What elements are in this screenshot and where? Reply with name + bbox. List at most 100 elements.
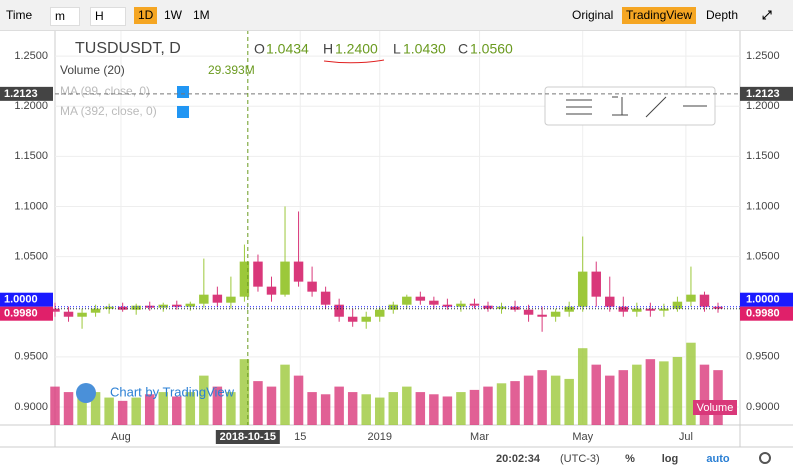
candle-body: [158, 304, 168, 308]
price-tag-bg: [0, 292, 53, 307]
tool-range[interactable]: [612, 96, 628, 116]
interval-h[interactable]: H: [90, 7, 126, 26]
y-tick-label: 0.9500: [14, 351, 48, 363]
candle-body: [104, 306, 114, 309]
candle-body: [699, 294, 710, 307]
toolbar: Time m H 1D 1W 1M Original TradingView D…: [0, 0, 793, 31]
candle-body: [659, 308, 669, 311]
volume-bar: [104, 397, 114, 425]
x-tick-label: Jul: [679, 431, 693, 443]
candle-body: [564, 306, 574, 312]
symbol: TUSDUSDT, D: [75, 40, 181, 57]
candle-body: [591, 271, 601, 297]
volume-bar: [172, 396, 182, 425]
candle-body: [686, 294, 696, 302]
volume-bar: [117, 400, 128, 425]
x-tick-label: Aug: [111, 431, 131, 443]
volume-bar: [199, 375, 209, 425]
view-depth[interactable]: Depth: [706, 8, 739, 22]
volume-bar: [226, 392, 236, 425]
volume-bar: [90, 392, 101, 425]
y-tick-label: 1.1500: [746, 150, 780, 162]
price-tag: 0.9980: [4, 308, 38, 320]
candle-body: [550, 311, 561, 317]
x-tick-label: Mar: [470, 431, 489, 443]
candle-body: [632, 308, 642, 312]
volume-bar: [212, 386, 223, 425]
interval-1d[interactable]: 1D: [134, 7, 158, 24]
y-tick-label: 1.1500: [14, 150, 48, 162]
volume-bar: [239, 359, 250, 425]
volume-bar: [280, 364, 290, 425]
volume-bar: [307, 392, 317, 425]
status-log[interactable]: log: [662, 453, 679, 465]
candle-body: [131, 305, 141, 310]
volume-bar: [429, 394, 439, 425]
status-percent[interactable]: %: [625, 453, 635, 465]
candle-body: [442, 304, 453, 307]
volume-bar: [645, 359, 656, 425]
eye-icon[interactable]: [177, 86, 189, 98]
price-tag-bg: [740, 306, 793, 321]
y-tick-label: 1.2500: [14, 50, 48, 62]
candle-body: [402, 296, 412, 305]
tool-trend[interactable]: [645, 96, 667, 118]
watermark[interactable]: Chart by TradingView: [110, 384, 235, 399]
eye-icon[interactable]: [177, 106, 189, 118]
candle-body: [347, 316, 358, 322]
volume-bar: [659, 361, 669, 425]
volume-bar: [361, 394, 371, 425]
ohlc-legend: O 1.0434 H 1.2400 L 1.0430 C 1.0560 Volu…: [60, 41, 513, 118]
draw-tools[interactable]: [544, 86, 716, 126]
volume-value: 29.393M: [208, 63, 255, 77]
volume-bar: [388, 392, 399, 425]
candle-body: [672, 301, 683, 309]
volume-bar: [63, 392, 74, 425]
h-key: H: [323, 41, 333, 57]
candle-body: [212, 294, 223, 303]
candle-body: [605, 296, 615, 307]
volume-bar: [347, 392, 358, 425]
price-tag-bg: [740, 292, 793, 307]
tool-lines[interactable]: [566, 99, 592, 115]
c-key: C: [458, 41, 468, 57]
tv-logo[interactable]: [76, 383, 96, 403]
interval-m[interactable]: m: [50, 7, 80, 26]
o-value: 1.0434: [266, 41, 309, 57]
y-tick-label: 1.1000: [14, 200, 48, 212]
status-time: 20:02:34: [496, 453, 541, 465]
x-tick-label: 2019: [367, 431, 391, 443]
candle-body: [239, 261, 250, 297]
view-original[interactable]: Original: [572, 8, 614, 22]
o-key: O: [254, 41, 265, 57]
candle-body: [429, 300, 439, 305]
interval-1m[interactable]: 1M: [193, 8, 210, 22]
volume-bar: [375, 397, 385, 425]
price-tag-bg: [740, 86, 793, 101]
volume-tag: Volume: [697, 402, 734, 414]
fullscreen[interactable]: ⤢: [762, 8, 772, 22]
candle-body: [280, 261, 290, 295]
volume-bar: [523, 375, 534, 425]
price-tag: 1.2123: [746, 88, 780, 100]
crosshair-date: 2018-10-15: [220, 431, 276, 443]
interval-1w[interactable]: 1W: [164, 8, 182, 22]
price-tag: 1.0000: [4, 294, 38, 306]
volume-bar: [77, 394, 87, 425]
price-tag: 1.2123: [4, 88, 38, 100]
candle-body: [50, 308, 60, 312]
tool-panel: [544, 86, 716, 126]
l-key: L: [393, 41, 401, 57]
candle-body: [226, 296, 236, 303]
settings-icon[interactable]: [759, 452, 771, 464]
ma-legend: MA (99, close, 0): [60, 84, 150, 98]
volume-bar: [158, 392, 168, 425]
status-auto[interactable]: auto: [706, 453, 730, 465]
price-tag: 0.9980: [746, 308, 780, 320]
price-tag-bg: [0, 306, 53, 321]
view-tradingview[interactable]: TradingView: [622, 7, 697, 24]
volume-bar: [469, 389, 480, 425]
candle-body: [266, 286, 277, 295]
